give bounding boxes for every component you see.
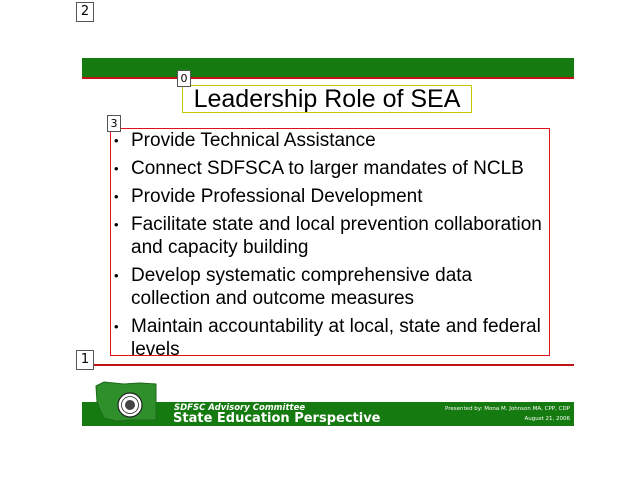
bullet-item: Provide Professional Development — [111, 185, 551, 208]
bullet-item: Connect SDFSCA to larger mandates of NCL… — [111, 157, 551, 180]
bullet-content-box: Provide Technical Assistance Connect SDF… — [110, 128, 550, 360]
bullet-item: Provide Technical Assistance — [111, 129, 551, 152]
bullet-item: Maintain accountability at local, state … — [111, 315, 551, 361]
annotation-tag-0: 0 — [177, 70, 191, 87]
washington-state-seal-icon — [95, 381, 157, 422]
annotation-tag-2: 2 — [76, 2, 94, 22]
footer-rule — [82, 364, 574, 366]
header-band — [82, 58, 574, 77]
header-rule — [82, 77, 574, 79]
annotation-tag-1: 1 — [76, 350, 94, 370]
footer-perspective: State Education Perspective — [173, 411, 381, 426]
footer-organization: SDFSC Advisory Committee — [174, 403, 306, 413]
footer-date: August 21, 2006 — [524, 416, 571, 422]
presentation-slide: Leadership Role of SEA Provide Technical… — [82, 58, 574, 426]
bullet-item: Develop systematic comprehensive data co… — [111, 264, 551, 310]
annotation-tag-3: 3 — [107, 115, 121, 132]
bullet-item: Facilitate state and local prevention co… — [111, 213, 551, 259]
footer-band — [82, 402, 574, 426]
slide-title: Leadership Role of SEA — [182, 85, 472, 113]
footer-presenter: Presented by: Mona M. Johnson MA, CPP, C… — [445, 406, 570, 412]
bullet-list: Provide Technical Assistance Connect SDF… — [111, 129, 551, 366]
